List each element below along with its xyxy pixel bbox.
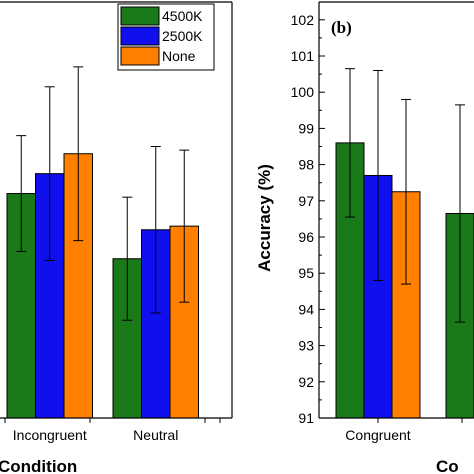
panel-b-y-tick-label: 101 <box>291 48 315 64</box>
panel-a-category-labels: Incongruent Neutral <box>13 427 179 443</box>
legend-swatch-none <box>120 46 160 66</box>
panel-b-y-tick-label: 99 <box>298 120 314 136</box>
panel-b-y-tick-label: 93 <box>298 338 314 354</box>
error-bar-none-incongruent <box>73 66 84 242</box>
category-label: Neutral <box>133 427 178 443</box>
error-bar-none-neutral <box>179 149 190 303</box>
legend-swatch-4500k <box>120 6 160 26</box>
panel-a-bars <box>6 153 199 419</box>
panel-b-y-axis-title: Accuracy (%) <box>255 164 274 272</box>
error-bar-2500k-congruent <box>373 69 383 281</box>
error-bar-4500k-incongruent <box>16 135 27 252</box>
panel-b-y-tick-label: 91 <box>298 410 314 426</box>
panel-a-x-axis-title: Condition <box>0 457 77 474</box>
panel-b-y-tick-labels: 91 92 93 94 95 96 97 98 99 100 101 102 <box>291 12 315 426</box>
panel-b-x-axis-title: Co <box>436 457 459 474</box>
panel-a-axes <box>0 1 233 423</box>
panel-b-chart: 91 92 93 94 95 96 97 98 99 100 101 102 CongruentInc… <box>255 1 474 474</box>
panel-b-y-tick-label: 96 <box>298 229 314 245</box>
panel-b-y-tick-label: 94 <box>298 301 314 317</box>
panel-a-error-bars <box>16 66 190 321</box>
panel-b-axes <box>318 1 474 423</box>
panel-b-y-tick-label: 102 <box>291 12 315 28</box>
panel-b-y-tick-label: 100 <box>291 84 315 100</box>
legend: 4500K 2500K None <box>117 3 215 71</box>
error-bar-4500k-inco <box>455 104 465 323</box>
legend-label-none: None <box>162 48 196 64</box>
category-label: Congruent <box>345 427 410 443</box>
error-bar-2500k-neutral <box>150 146 161 314</box>
legend-swatch-2500k <box>120 26 160 46</box>
panel-a-chart: Incongruent Neutral Condition 4500K 2500K N… <box>0 1 233 474</box>
panel-b-category-labels: CongruentInco <box>345 427 410 443</box>
panel-b-label: (b) <box>331 18 352 37</box>
error-bar-4500k-congruent <box>345 68 355 218</box>
error-bar-4500k-neutral <box>122 196 133 321</box>
legend-label-2500k: 2500K <box>162 28 203 44</box>
panel-b-y-tick-label: 97 <box>298 193 314 209</box>
panel-b-error-bars <box>345 68 465 323</box>
panel-b-y-tick-label: 98 <box>298 157 314 173</box>
category-label: Incongruent <box>13 427 87 443</box>
error-bar-2500k-incongruent <box>44 86 55 262</box>
panel-b-bars <box>335 142 474 419</box>
panel-b-y-tick-label: 92 <box>298 374 314 390</box>
legend-label-4500k: 4500K <box>162 8 203 24</box>
panel-b-y-tick-label: 95 <box>298 265 314 281</box>
error-bar-none-congruent <box>401 98 411 285</box>
